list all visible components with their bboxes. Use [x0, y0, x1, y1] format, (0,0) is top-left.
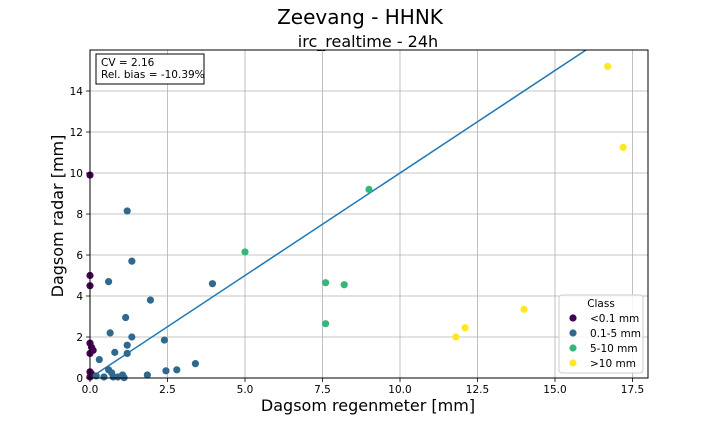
legend-marker — [569, 344, 577, 352]
stats-rel-bias: Rel. bias = -10.39% — [101, 69, 205, 81]
x-tick-label: 12.5 — [466, 384, 489, 396]
legend-entry-label: >10 mm — [590, 358, 636, 370]
legend-frame — [558, 294, 644, 374]
data-point — [122, 313, 130, 322]
data-point — [619, 143, 627, 151]
data-point — [114, 373, 122, 381]
x-tick-label: 10.0 — [388, 384, 411, 396]
data-point — [111, 348, 119, 356]
data-point — [128, 257, 136, 265]
data-point — [461, 324, 469, 332]
ticks: 0.0 2.5 5.0 7.5 10.0 12.5 15.0 17.5 0 2 4 6 8 10 12 14 — [70, 86, 645, 396]
x-tick-label: 7.5 — [314, 384, 331, 396]
data-point — [162, 367, 170, 375]
data-point — [123, 349, 131, 357]
fit-line-group — [89, 49, 587, 379]
legend-entry-label: <0.1 mm — [590, 313, 639, 325]
y-axis-label: Dagsom radar [mm] — [48, 135, 67, 298]
data-point — [365, 185, 373, 193]
legend-entry-label: 0.1-5 mm — [590, 328, 641, 340]
data-point — [452, 333, 460, 341]
data-point — [123, 341, 131, 349]
chart-suptitle: Zeevang - HHNK — [277, 5, 444, 29]
legend-marker — [569, 314, 577, 322]
data-point — [241, 248, 249, 256]
fit-line — [89, 49, 587, 379]
x-tick-label: 17.5 — [621, 384, 644, 396]
data-point — [105, 278, 113, 286]
data-point — [146, 296, 155, 304]
data-point — [604, 62, 612, 70]
data-point — [208, 280, 217, 288]
y-tick-label: 0 — [76, 373, 83, 385]
y-tick-label: 8 — [76, 209, 83, 221]
data-point — [100, 373, 108, 381]
legend: Class <0.1 mm 0.1-5 mm 5-10 mm >10 mm — [558, 294, 644, 374]
data-point — [173, 366, 181, 374]
data-point — [106, 329, 114, 337]
legend-entry-label: 5-10 mm — [590, 343, 638, 355]
data-point — [95, 355, 103, 364]
data-point — [143, 371, 151, 379]
stats-box-frame — [95, 53, 205, 85]
y-tick-label: 4 — [76, 291, 83, 303]
grid — [89, 50, 648, 379]
data-point — [322, 279, 330, 287]
x-tick-label: 2.5 — [159, 384, 176, 396]
data-point — [322, 320, 330, 328]
data-point — [340, 281, 348, 289]
data-point — [520, 305, 528, 313]
data-point — [123, 207, 131, 215]
data-point — [191, 360, 199, 368]
data-point — [128, 333, 136, 341]
stats-box: CV = 2.16 Rel. bias = -10.39% — [95, 53, 205, 85]
y-tick-label: 6 — [76, 250, 83, 262]
legend-title: Class — [587, 298, 615, 310]
legend-marker — [569, 359, 577, 367]
stats-cv: CV = 2.16 — [101, 57, 155, 69]
data-point — [160, 336, 168, 344]
x-tick-label: 5.0 — [237, 384, 254, 396]
x-tick-label: 15.0 — [543, 384, 566, 396]
points-group — [86, 62, 627, 382]
y-tick-label: 14 — [70, 86, 84, 98]
y-tick-label: 2 — [76, 332, 83, 344]
x-axis-label: Dagsom regenmeter [mm] — [261, 396, 475, 415]
y-tick-label: 12 — [70, 127, 83, 139]
y-tick-label: 10 — [70, 168, 83, 180]
chart-title: irc_realtime - 24h — [298, 32, 438, 52]
legend-marker — [569, 329, 577, 337]
x-tick-label: 0.0 — [82, 384, 99, 396]
legend-items: <0.1 mm 0.1-5 mm 5-10 mm >10 mm — [569, 313, 641, 370]
